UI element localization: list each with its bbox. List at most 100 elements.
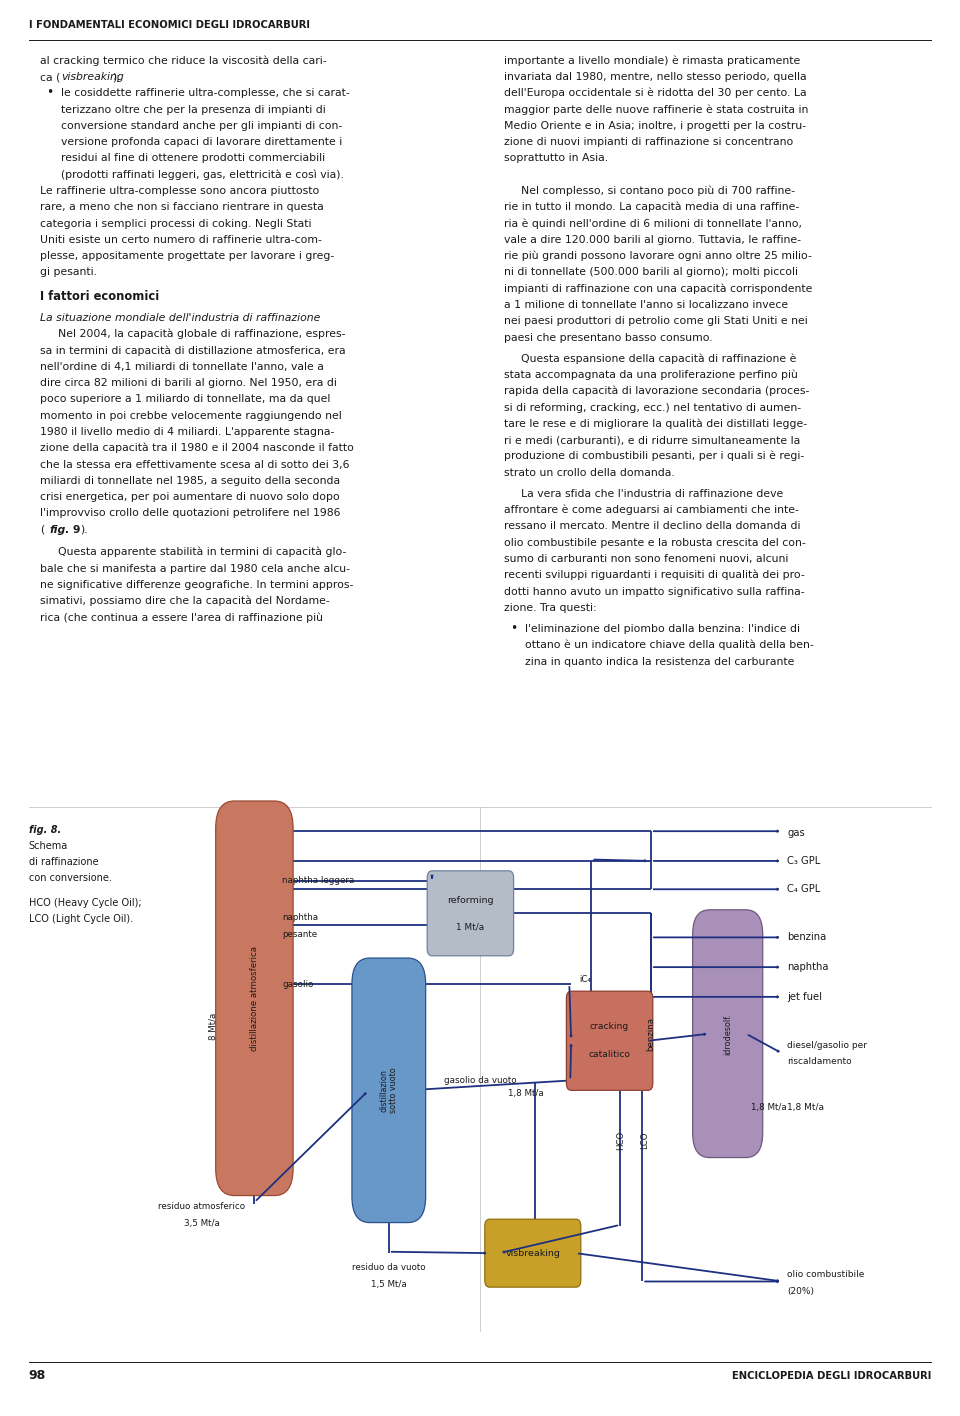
Text: olio combustibile pesante e la robusta crescita del con-: olio combustibile pesante e la robusta c… xyxy=(504,538,805,548)
Text: dire circa 82 milioni di barili al giorno. Nel 1950, era di: dire circa 82 milioni di barili al giorn… xyxy=(40,378,337,388)
FancyBboxPatch shape xyxy=(427,871,514,956)
Text: distillazione atmosferica: distillazione atmosferica xyxy=(250,946,259,1051)
FancyBboxPatch shape xyxy=(566,991,653,1090)
Text: con conversione.: con conversione. xyxy=(29,874,111,884)
Text: paesi che presentano basso consumo.: paesi che presentano basso consumo. xyxy=(504,333,712,343)
Text: distillazion
sotto vuoto: distillazion sotto vuoto xyxy=(379,1068,398,1113)
Text: poco superiore a 1 miliardo di tonnellate, ma da quel: poco superiore a 1 miliardo di tonnellat… xyxy=(40,395,330,405)
Text: sa in termini di capacità di distillazione atmosferica, era: sa in termini di capacità di distillazio… xyxy=(40,346,346,355)
Text: maggior parte delle nuove raffinerie è stata costruita in: maggior parte delle nuove raffinerie è s… xyxy=(504,103,808,115)
Text: fig.: fig. xyxy=(50,525,70,535)
Text: importante a livello mondiale) è rimasta praticamente: importante a livello mondiale) è rimasta… xyxy=(504,55,801,65)
Text: rare, a meno che non si facciano rientrare in questa: rare, a meno che non si facciano rientra… xyxy=(40,202,324,212)
Text: Le raffinerie ultra-complesse sono ancora piuttosto: Le raffinerie ultra-complesse sono ancor… xyxy=(40,185,320,195)
Text: C₄ GPL: C₄ GPL xyxy=(787,884,821,895)
Text: Schema: Schema xyxy=(29,841,68,851)
Text: l'improvviso crollo delle quotazioni petrolifere nel 1986: l'improvviso crollo delle quotazioni pet… xyxy=(40,508,341,518)
FancyBboxPatch shape xyxy=(485,1219,581,1287)
Text: residuo atmosferico: residuo atmosferico xyxy=(158,1202,245,1211)
Text: nei paesi produttori di petrolio come gli Stati Uniti e nei: nei paesi produttori di petrolio come gl… xyxy=(504,316,807,326)
Text: stata accompagnata da una proliferazione perfino più: stata accompagnata da una proliferazione… xyxy=(504,370,798,379)
Text: gas: gas xyxy=(787,827,804,838)
Text: naphtha: naphtha xyxy=(787,961,828,973)
Text: tare le rese e di migliorare la qualità dei distillati legge-: tare le rese e di migliorare la qualità … xyxy=(504,418,807,429)
Text: olio combustibile: olio combustibile xyxy=(787,1270,865,1279)
Text: LCO (Light Cycle Oil).: LCO (Light Cycle Oil). xyxy=(29,915,132,925)
Text: 1,8 Mt/a: 1,8 Mt/a xyxy=(787,1103,825,1112)
Text: diesel/gasolio per: diesel/gasolio per xyxy=(787,1041,867,1049)
Text: crisi energetica, per poi aumentare di nuovo solo dopo: crisi energetica, per poi aumentare di n… xyxy=(40,493,340,503)
Text: La vera sfida che l'industria di raffinazione deve: La vera sfida che l'industria di raffina… xyxy=(521,489,783,498)
Text: 9: 9 xyxy=(73,525,81,535)
Text: 8 Mt/a: 8 Mt/a xyxy=(208,1012,218,1041)
Text: sumo di carburanti non sono fenomeni nuovi, alcuni: sumo di carburanti non sono fenomeni nuo… xyxy=(504,554,788,564)
Text: I FONDAMENTALI ECONOMICI DEGLI IDROCARBURI: I FONDAMENTALI ECONOMICI DEGLI IDROCARBU… xyxy=(29,20,310,30)
Text: Uniti esiste un certo numero di raffinerie ultra-com-: Uniti esiste un certo numero di raffiner… xyxy=(40,235,323,245)
Text: zione. Tra questi:: zione. Tra questi: xyxy=(504,603,596,613)
Text: nell'ordine di 4,1 miliardi di tonnellate l'anno, vale a: nell'ordine di 4,1 miliardi di tonnellat… xyxy=(40,362,324,372)
Text: strato un crollo della domanda.: strato un crollo della domanda. xyxy=(504,467,675,477)
Text: rica (che continua a essere l'area di raffinazione più: rica (che continua a essere l'area di ra… xyxy=(40,612,324,623)
Text: zina in quanto indica la resistenza del carburante: zina in quanto indica la resistenza del … xyxy=(525,657,795,667)
Text: ressano il mercato. Mentre il declino della domanda di: ressano il mercato. Mentre il declino de… xyxy=(504,521,801,531)
Text: vale a dire 120.000 barili al giorno. Tuttavia, le raffine-: vale a dire 120.000 barili al giorno. Tu… xyxy=(504,235,801,245)
Text: soprattutto in Asia.: soprattutto in Asia. xyxy=(504,153,608,163)
Text: HCO: HCO xyxy=(615,1130,625,1150)
Text: versione profonda capaci di lavorare direttamente i: versione profonda capaci di lavorare dir… xyxy=(61,137,343,147)
Text: •: • xyxy=(510,622,517,634)
Text: rapida della capacità di lavorazione secondaria (proces-: rapida della capacità di lavorazione sec… xyxy=(504,385,809,396)
Text: idrodesolf.: idrodesolf. xyxy=(723,1012,732,1055)
Text: La situazione mondiale dell'industria di raffinazione: La situazione mondiale dell'industria di… xyxy=(40,313,321,323)
Text: naphtha: naphtha xyxy=(282,913,319,922)
Text: di raffinazione: di raffinazione xyxy=(29,857,99,867)
Text: benzina: benzina xyxy=(787,932,827,943)
Text: ne significative differenze geografiche. In termini appros-: ne significative differenze geografiche.… xyxy=(40,581,353,590)
Text: zione della capacità tra il 1980 e il 2004 nasconde il fatto: zione della capacità tra il 1980 e il 20… xyxy=(40,443,354,453)
Text: dell'Europa occidentale si è ridotta del 30 per cento. La: dell'Europa occidentale si è ridotta del… xyxy=(504,88,806,98)
Text: •: • xyxy=(46,86,54,99)
Text: bale che si manifesta a partire dal 1980 cela anche alcu-: bale che si manifesta a partire dal 1980… xyxy=(40,564,350,573)
Text: C₃ GPL: C₃ GPL xyxy=(787,855,821,867)
Text: simativi, possiamo dire che la capacità del Nordame-: simativi, possiamo dire che la capacità … xyxy=(40,596,330,606)
Text: ni di tonnellate (500.000 barili al giorno); molti piccoli: ni di tonnellate (500.000 barili al gior… xyxy=(504,268,798,278)
FancyBboxPatch shape xyxy=(216,801,293,1195)
Text: rie più grandi possono lavorare ogni anno oltre 25 milio-: rie più grandi possono lavorare ogni ann… xyxy=(504,251,812,261)
Text: (20%): (20%) xyxy=(787,1287,814,1296)
Text: si di reforming, cracking, ecc.) nel tentativo di aumen-: si di reforming, cracking, ecc.) nel ten… xyxy=(504,402,802,412)
Text: Questa espansione della capacità di raffinazione è: Questa espansione della capacità di raff… xyxy=(521,353,797,364)
Text: catalitico: catalitico xyxy=(588,1051,631,1059)
Text: momento in poi crebbe velocemente raggiungendo nel: momento in poi crebbe velocemente raggiu… xyxy=(40,411,342,421)
Text: rie in tutto il mondo. La capacità media di una raffine-: rie in tutto il mondo. La capacità media… xyxy=(504,201,800,212)
Text: (prodotti raffinati leggeri, gas, elettricità e così via).: (prodotti raffinati leggeri, gas, elettr… xyxy=(61,169,345,180)
Text: miliardi di tonnellate nel 1985, a seguito della seconda: miliardi di tonnellate nel 1985, a segui… xyxy=(40,476,341,486)
Text: ca (: ca ( xyxy=(40,72,60,82)
Text: riscaldamento: riscaldamento xyxy=(787,1058,852,1066)
Text: 1,5 Mt/a: 1,5 Mt/a xyxy=(371,1280,407,1289)
Text: impianti di raffinazione con una capacità corrispondente: impianti di raffinazione con una capacit… xyxy=(504,283,812,293)
Text: a 1 milione di tonnellate l'anno si localizzano invece: a 1 milione di tonnellate l'anno si loca… xyxy=(504,300,788,310)
FancyBboxPatch shape xyxy=(693,910,762,1157)
Text: Nel 2004, la capacità globale di raffinazione, espres-: Nel 2004, la capacità globale di raffina… xyxy=(58,329,345,340)
Text: terizzano oltre che per la presenza di impianti di: terizzano oltre che per la presenza di i… xyxy=(61,105,326,115)
Text: 1,8 Mt/a: 1,8 Mt/a xyxy=(751,1103,786,1112)
Text: Nel complesso, si contano poco più di 700 raffine-: Nel complesso, si contano poco più di 70… xyxy=(521,185,795,195)
Text: produzione di combustibili pesanti, per i quali si è regi-: produzione di combustibili pesanti, per … xyxy=(504,450,804,462)
Text: jet fuel: jet fuel xyxy=(787,991,822,1003)
Text: al cracking termico che riduce la viscosità della cari-: al cracking termico che riduce la viscos… xyxy=(40,55,327,65)
Text: benzina: benzina xyxy=(646,1017,656,1051)
Text: ri e medi (carburanti), e di ridurre simultaneamente la: ri e medi (carburanti), e di ridurre sim… xyxy=(504,435,801,445)
Text: ENCICLOPEDIA DEGLI IDROCARBURI: ENCICLOPEDIA DEGLI IDROCARBURI xyxy=(732,1371,931,1381)
Text: 98: 98 xyxy=(29,1369,46,1382)
Text: iC₄: iC₄ xyxy=(580,976,591,984)
Text: residuo da vuoto: residuo da vuoto xyxy=(352,1263,425,1272)
Text: gasolio: gasolio xyxy=(282,980,314,988)
Text: 1980 il livello medio di 4 miliardi. L'apparente stagna-: 1980 il livello medio di 4 miliardi. L'a… xyxy=(40,428,335,438)
Text: gasolio da vuoto: gasolio da vuoto xyxy=(444,1076,516,1085)
Text: );: ); xyxy=(112,72,120,82)
Text: Questa apparente stabilità in termini di capacità glo-: Questa apparente stabilità in termini di… xyxy=(58,547,346,558)
Text: residui al fine di ottenere prodotti commerciabili: residui al fine di ottenere prodotti com… xyxy=(61,153,325,163)
Text: reforming: reforming xyxy=(447,896,493,905)
Text: recenti sviluppi riguardanti i requisiti di qualità dei pro-: recenti sviluppi riguardanti i requisiti… xyxy=(504,569,804,581)
Text: visbreaking: visbreaking xyxy=(505,1249,561,1257)
Text: Medio Oriente e in Asia; inoltre, i progetti per la costru-: Medio Oriente e in Asia; inoltre, i prog… xyxy=(504,120,806,130)
